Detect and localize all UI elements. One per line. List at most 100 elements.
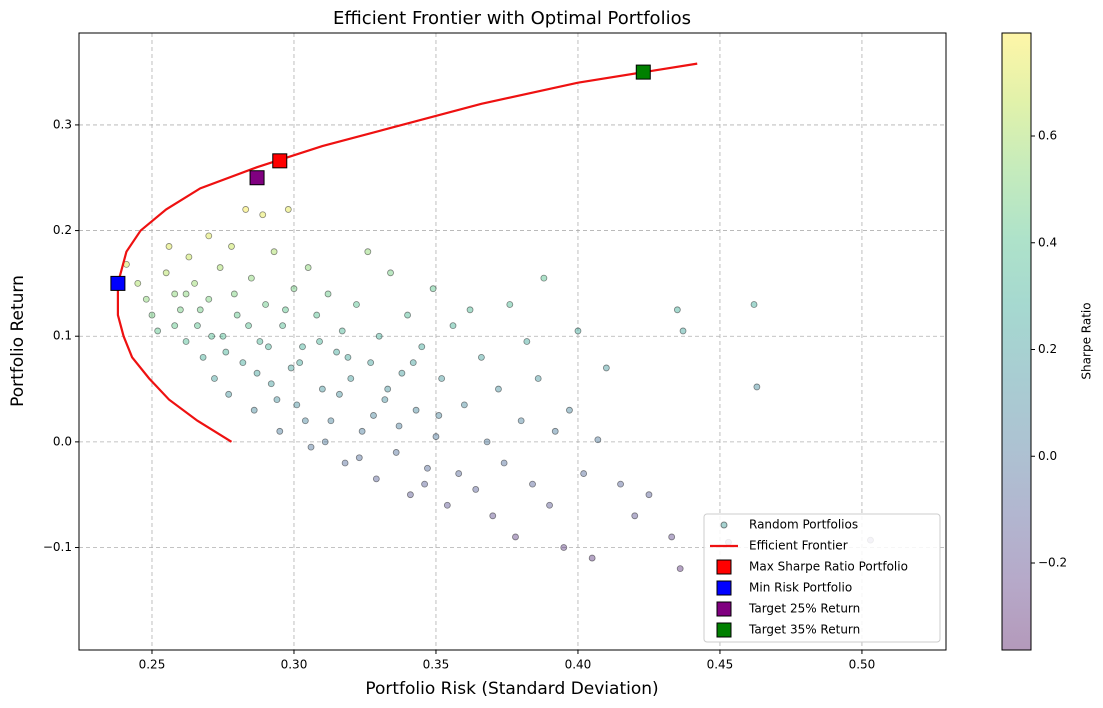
portfolio-point <box>287 364 295 372</box>
portfolio-point <box>256 338 264 345</box>
portfolio-point <box>364 248 372 256</box>
portfolio-point <box>182 338 190 345</box>
portfolio-point <box>512 533 519 541</box>
legend-swatch <box>720 521 728 529</box>
portfolio-point <box>398 369 406 377</box>
colorbar-label: Sharpe Ratio <box>1080 302 1094 379</box>
portfolio-point <box>199 353 207 361</box>
portfolio-point <box>495 385 502 393</box>
portfolio-point <box>250 406 258 414</box>
portfolio-point <box>176 306 184 314</box>
chart-title: Efficient Frontier with Optimal Portfoli… <box>333 8 691 29</box>
x-tick-label: 0.45 <box>707 658 734 672</box>
colorbar-tick-label: 0.4 <box>1038 235 1057 249</box>
legend-label: Target 25% Return <box>748 602 860 616</box>
portfolio-point <box>381 396 389 404</box>
colorbar-frame <box>1001 32 1032 651</box>
portfolio-point <box>318 385 326 393</box>
portfolio-point <box>265 343 272 351</box>
portfolio-point <box>566 406 573 414</box>
portfolio-point <box>148 311 156 319</box>
portfolio-point <box>370 412 377 419</box>
portfolio-point <box>276 427 284 435</box>
legend-label: Min Risk Portfolio <box>749 581 852 595</box>
y-tick-label: 0.2 <box>53 223 72 237</box>
portfolio-point <box>228 243 235 250</box>
portfolio-point <box>230 290 238 298</box>
portfolio-point <box>321 438 329 446</box>
portfolio-point <box>205 232 213 240</box>
colorbar-tick-label: 0.6 <box>1038 129 1057 143</box>
portfolio-point <box>355 454 363 462</box>
portfolio-point <box>347 375 355 382</box>
portfolio-point <box>267 380 275 388</box>
portfolio-point <box>506 301 514 308</box>
portfolio-point <box>424 464 431 472</box>
portfolio-point <box>211 375 218 382</box>
y-tick-label: 0.3 <box>53 117 72 131</box>
portfolio-point <box>588 554 596 562</box>
portfolio-point <box>375 332 383 340</box>
legend-swatch <box>716 622 732 638</box>
portfolio-point <box>676 565 684 573</box>
portfolio-point <box>372 475 380 483</box>
x-tick-label: 0.35 <box>423 658 450 672</box>
portfolio-point <box>313 311 321 319</box>
portfolio-point <box>191 279 198 287</box>
portfolio-point <box>500 459 508 467</box>
portfolio-point <box>466 306 474 314</box>
x-tick-label: 0.40 <box>565 658 592 672</box>
legend-swatch <box>716 601 732 617</box>
portfolio-point <box>327 417 335 425</box>
legend-swatch <box>716 580 732 596</box>
portfolio-point <box>293 401 301 409</box>
portfolio-point <box>216 264 224 271</box>
x-tick-label: 0.50 <box>849 658 876 672</box>
portfolio-point <box>154 327 162 335</box>
portfolio-point <box>517 417 525 425</box>
portfolio-point <box>395 422 403 430</box>
legend-label: Random Portfolios <box>749 518 858 532</box>
portfolio-point <box>529 480 536 488</box>
portfolio-point <box>205 295 213 303</box>
portfolio-point <box>472 486 480 493</box>
portfolio-point <box>171 290 179 298</box>
portfolio-point <box>225 390 233 398</box>
portfolio-point <box>196 306 204 314</box>
portfolio-point <box>282 306 289 314</box>
portfolio-point <box>182 290 190 298</box>
portfolio-point <box>455 470 463 477</box>
portfolio-point <box>259 211 267 219</box>
legend-label: Efficient Frontier <box>749 539 848 553</box>
portfolio-point <box>194 322 201 330</box>
portfolio-point <box>673 306 681 314</box>
portfolio-point <box>409 359 417 367</box>
portfolio-point <box>316 338 323 345</box>
portfolio-point <box>645 491 653 499</box>
legend-label: Max Sharpe Ratio Portfolio <box>749 560 908 574</box>
portfolio-point <box>478 353 485 361</box>
portfolio-point <box>279 322 287 330</box>
portfolio-point <box>429 285 437 293</box>
y-tick-label: −0.1 <box>43 540 72 554</box>
portfolio-point <box>338 327 346 335</box>
portfolio-point <box>247 274 255 282</box>
portfolio-point <box>432 433 440 440</box>
legend-swatch <box>716 559 732 575</box>
portfolio-point <box>546 501 553 509</box>
portfolio-point <box>574 327 582 335</box>
portfolio-point <box>387 269 394 277</box>
portfolio-point <box>290 285 298 293</box>
portfolio-point <box>324 290 332 298</box>
portfolio-point <box>435 412 443 419</box>
x-tick-label: 0.25 <box>139 658 166 672</box>
portfolio-point <box>270 248 278 256</box>
portfolio-point <box>296 359 304 367</box>
y-tick-label: 0.0 <box>53 434 72 448</box>
legend-label: Target 35% Return <box>748 623 860 637</box>
portfolio-point <box>580 470 588 477</box>
portfolio-point <box>617 480 624 488</box>
portfolio-point <box>407 491 414 499</box>
portfolio-point <box>443 501 451 509</box>
